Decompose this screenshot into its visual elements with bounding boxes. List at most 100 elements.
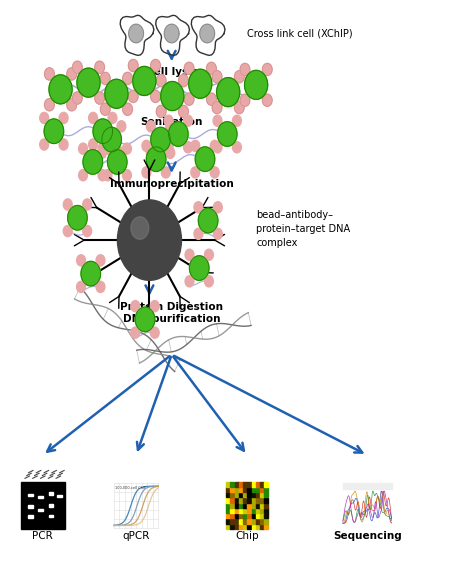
Bar — [264, 503, 268, 508]
Bar — [239, 487, 243, 492]
Bar — [243, 519, 247, 524]
Bar — [226, 482, 230, 487]
Bar — [38, 496, 43, 498]
Bar — [256, 482, 260, 487]
Circle shape — [117, 200, 181, 280]
Circle shape — [213, 228, 222, 239]
Circle shape — [102, 127, 122, 152]
Bar — [256, 524, 260, 529]
Circle shape — [213, 202, 222, 213]
Circle shape — [156, 105, 166, 117]
Bar — [243, 513, 247, 518]
Bar — [243, 497, 247, 503]
Bar — [239, 513, 243, 518]
Circle shape — [44, 119, 63, 143]
Polygon shape — [164, 24, 179, 43]
Bar — [264, 497, 268, 503]
Circle shape — [45, 68, 54, 80]
Bar — [49, 492, 53, 495]
Circle shape — [189, 255, 209, 280]
Bar — [226, 497, 230, 503]
Circle shape — [233, 142, 241, 153]
Bar — [260, 482, 264, 487]
Circle shape — [189, 69, 212, 98]
Bar — [343, 483, 392, 528]
Text: Chip: Chip — [235, 531, 259, 540]
Bar — [256, 508, 260, 513]
Bar — [264, 487, 268, 492]
Circle shape — [49, 75, 72, 104]
Bar — [260, 508, 264, 513]
Bar — [239, 519, 243, 524]
Circle shape — [184, 115, 193, 126]
Bar — [230, 524, 234, 529]
Bar — [49, 504, 53, 506]
Bar — [252, 524, 256, 529]
Text: PCR: PCR — [32, 531, 53, 540]
Bar — [239, 524, 243, 529]
Circle shape — [207, 62, 216, 74]
Bar — [248, 513, 252, 518]
Bar — [252, 492, 256, 497]
Bar — [252, 482, 256, 487]
Bar — [252, 508, 256, 513]
Circle shape — [240, 94, 250, 107]
Circle shape — [93, 119, 112, 143]
Circle shape — [96, 255, 105, 266]
Circle shape — [98, 143, 107, 155]
Circle shape — [207, 93, 216, 105]
Bar — [226, 508, 230, 513]
Circle shape — [213, 142, 222, 153]
Circle shape — [184, 142, 193, 153]
Bar — [260, 503, 264, 508]
Circle shape — [131, 217, 149, 239]
Circle shape — [40, 139, 49, 150]
Bar — [226, 492, 230, 497]
Circle shape — [191, 167, 200, 178]
Circle shape — [95, 92, 104, 104]
Circle shape — [151, 127, 171, 152]
Bar — [260, 524, 264, 529]
Bar — [21, 482, 65, 529]
Polygon shape — [156, 15, 189, 55]
Circle shape — [89, 112, 98, 124]
Circle shape — [210, 167, 219, 178]
Bar — [226, 519, 230, 524]
Circle shape — [67, 68, 76, 80]
Bar — [234, 497, 239, 503]
Circle shape — [40, 112, 49, 124]
Bar — [256, 503, 260, 508]
Text: Immunoprecipitation: Immunoprecipitation — [110, 179, 234, 189]
Circle shape — [184, 93, 194, 105]
Circle shape — [217, 122, 237, 146]
Bar — [243, 492, 247, 497]
Circle shape — [76, 281, 86, 293]
Bar — [260, 519, 264, 524]
Circle shape — [150, 301, 159, 312]
Circle shape — [179, 105, 189, 117]
Bar — [256, 519, 260, 524]
Bar — [230, 513, 234, 518]
Circle shape — [105, 80, 128, 108]
Bar — [28, 505, 32, 508]
Bar — [264, 524, 268, 529]
Bar — [234, 519, 239, 524]
Circle shape — [179, 74, 189, 87]
Bar — [256, 487, 260, 492]
Text: bead–antibody–
protein–target DNA
complex: bead–antibody– protein–target DNA comple… — [256, 210, 350, 248]
Bar — [260, 487, 264, 492]
Text: Cell lysis: Cell lysis — [146, 67, 198, 77]
Bar — [234, 513, 239, 518]
Bar — [234, 508, 239, 513]
Circle shape — [162, 167, 170, 178]
Circle shape — [191, 140, 200, 152]
Circle shape — [59, 139, 68, 150]
Bar — [234, 492, 239, 497]
Circle shape — [169, 122, 188, 146]
Circle shape — [204, 249, 213, 261]
Circle shape — [98, 170, 107, 181]
Bar — [230, 487, 234, 492]
Bar — [226, 487, 230, 492]
Circle shape — [103, 170, 112, 181]
Bar — [248, 524, 252, 529]
